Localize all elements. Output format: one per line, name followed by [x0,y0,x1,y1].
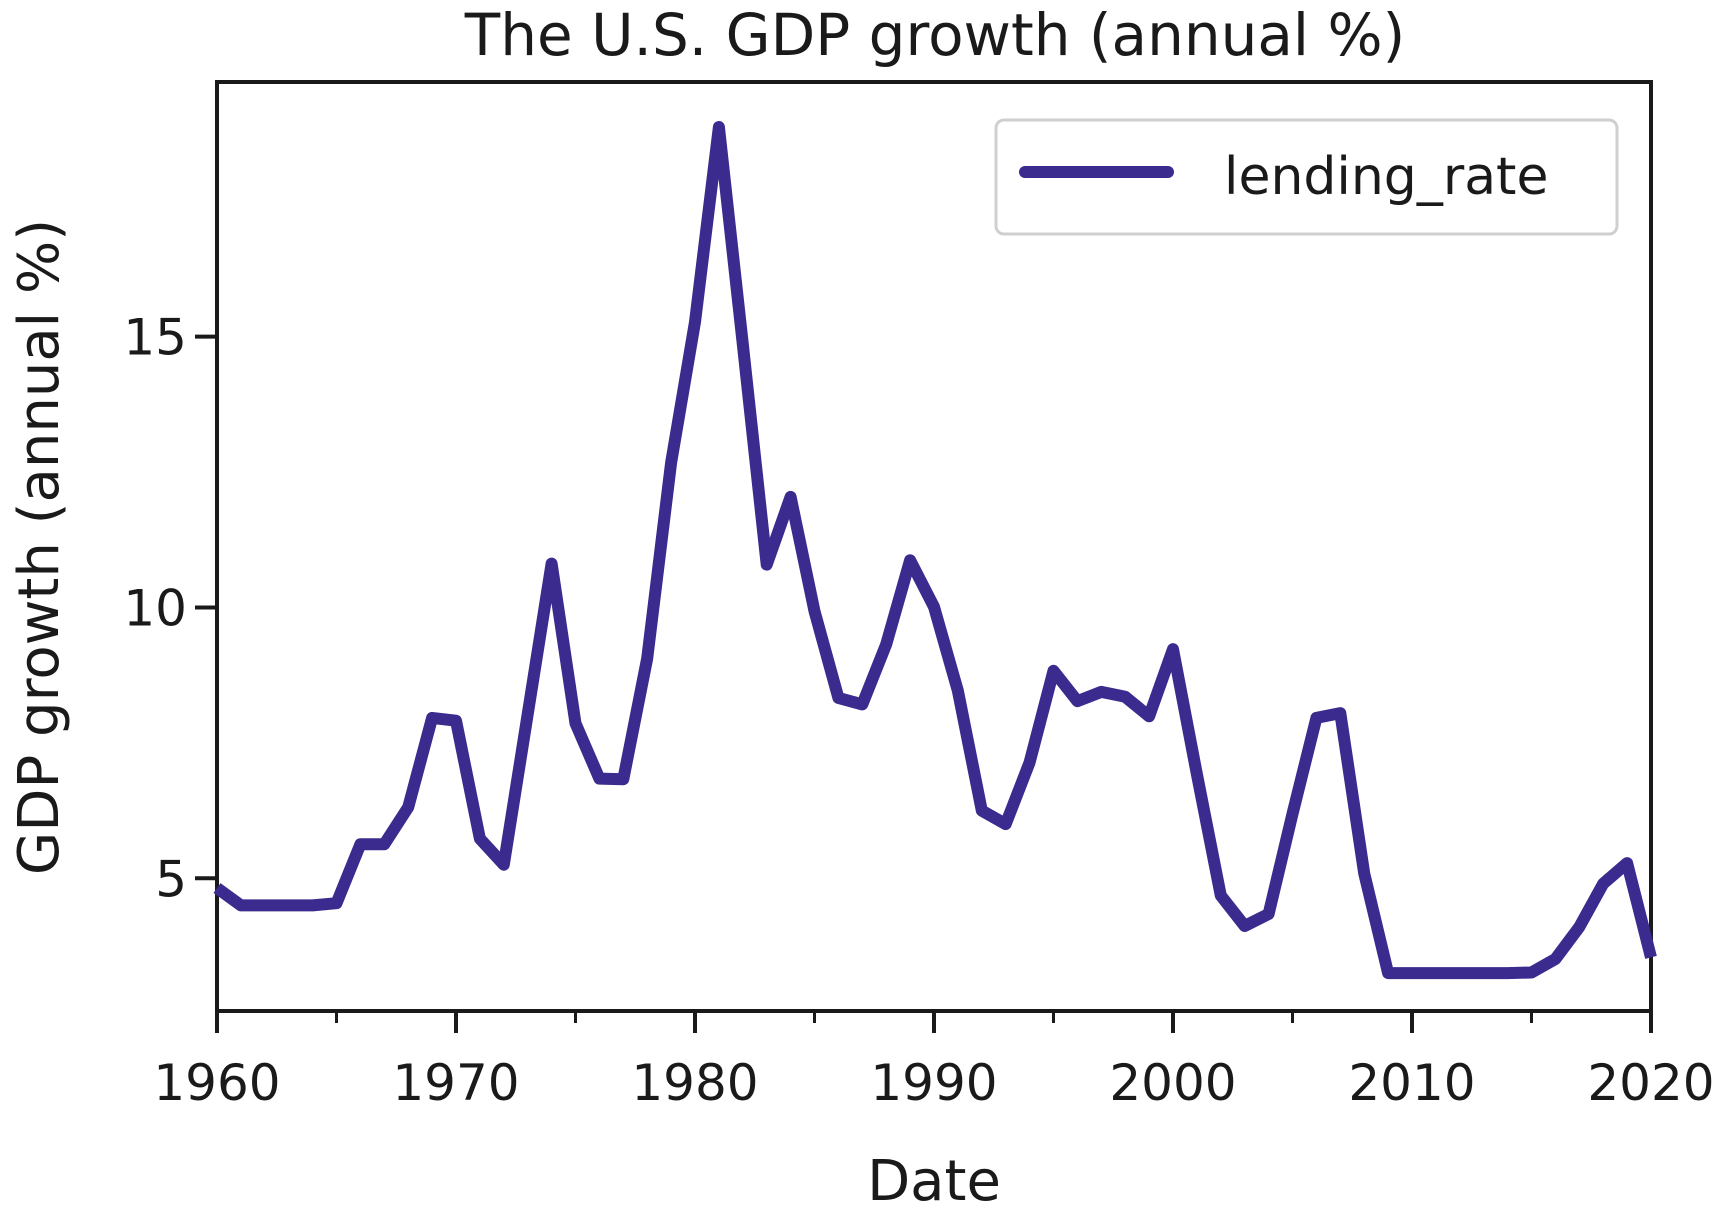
y-tick-label-5: 5 [155,850,187,908]
x-tick-label-1970: 1970 [392,1054,519,1112]
x-tick-label-1960: 1960 [153,1054,280,1112]
y-axis: 5 10 15 [123,309,217,908]
legend-label-lending-rate: lending_rate [1224,147,1548,207]
x-tick-label-2020: 2020 [1587,1054,1714,1112]
x-tick-label-2010: 2010 [1348,1054,1475,1112]
series-line-lending-rate [213,121,1657,980]
plot-area [213,121,1657,980]
y-tick-label-15: 15 [123,309,187,367]
chart-title: The U.S. GDP growth (annual %) [464,1,1405,69]
x-tick-label-1990: 1990 [870,1054,997,1112]
x-tick-label-2000: 2000 [1109,1054,1236,1112]
x-tick-label-1980: 1980 [631,1054,758,1112]
legend: lending_rate [994,118,1619,236]
y-axis-label: GDP growth (annual %) [7,219,72,875]
y-tick-label-10: 10 [123,579,187,637]
legend-box [994,118,1619,236]
x-axis-label: Date [867,1149,1001,1207]
x-axis: 1960 1970 1980 1990 2000 2010 2020 [153,1011,1715,1112]
